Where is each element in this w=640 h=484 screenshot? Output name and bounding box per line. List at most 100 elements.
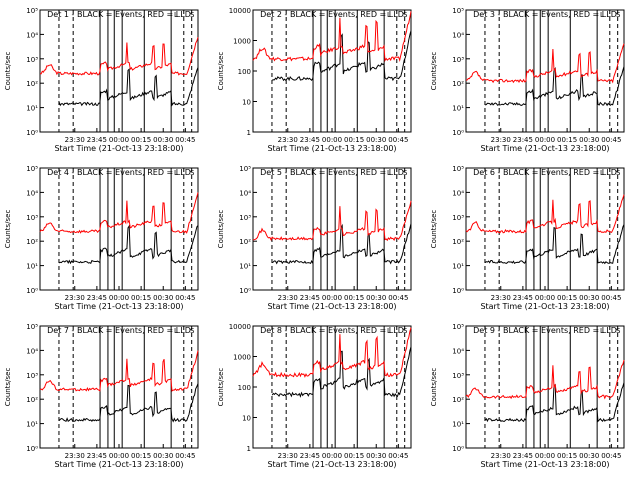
marker-label: S — [190, 327, 195, 335]
panel-title: Det 3 - BLACK = Events, RED = LLD — [473, 10, 617, 19]
x-tick-label: 00:00 — [535, 294, 555, 302]
x-tick-label: 00:15 — [131, 136, 151, 144]
y-tick-label: 10⁴ — [452, 31, 464, 39]
x-tick-label: 00:45 — [388, 136, 408, 144]
y-tick-label: 10⁵ — [26, 323, 38, 331]
plot-frame — [465, 167, 625, 291]
x-tick-label: 00:30 — [579, 294, 599, 302]
marker-label: S — [616, 11, 621, 19]
x-tick-label: 00:45 — [601, 452, 621, 460]
x-tick-label: 00:30 — [153, 136, 173, 144]
y-tick-label: 10000 — [229, 323, 251, 331]
plot-frame — [252, 9, 412, 133]
y-tick-label: 10⁵ — [452, 7, 464, 15]
marker-label: S — [403, 327, 408, 335]
y-tick-label: 10⁵ — [26, 165, 38, 173]
x-tick-label: 23:30 — [278, 136, 298, 144]
x-tick-label: 23:45 — [87, 294, 107, 302]
x-tick-label: 23:30 — [491, 294, 511, 302]
x-tick-label: 00:45 — [601, 136, 621, 144]
y-axis-label: Counts/sec — [4, 210, 12, 249]
x-tick-label: 00:15 — [344, 136, 364, 144]
y-tick-label: 1000 — [233, 38, 251, 46]
x-tick-label: 00:30 — [366, 294, 386, 302]
x-tick-label: 23:30 — [278, 452, 298, 460]
events-series-line — [58, 67, 199, 107]
y-tick-label: 10⁰ — [452, 129, 464, 137]
x-tick-label: 00:30 — [366, 452, 386, 460]
marker-label: L — [387, 169, 391, 177]
y-tick-label: 10² — [452, 80, 464, 88]
marker-label: S — [616, 327, 621, 335]
lld-series-line — [252, 11, 412, 63]
y-axis-label: Counts/sec — [430, 52, 438, 91]
y-tick-label: 10⁵ — [452, 165, 464, 173]
marker-label: S — [190, 169, 195, 177]
marker-label: L — [174, 11, 178, 19]
y-tick-label: 10⁰ — [452, 445, 464, 453]
x-tick-label: 23:45 — [513, 452, 533, 460]
y-tick-label: 10⁴ — [26, 31, 38, 39]
events-series-line — [484, 382, 625, 423]
panel-title: Det 9 - BLACK = Events, RED = LLD — [473, 326, 617, 335]
marker-label: S — [403, 11, 408, 19]
x-tick-label: 00:30 — [579, 136, 599, 144]
events-series-line — [271, 223, 412, 265]
marker-label: L — [600, 11, 604, 19]
panel-title: Det 7 - BLACK = Events, RED = LLD — [47, 326, 191, 335]
x-tick-label: 00:15 — [131, 452, 151, 460]
panel-title: Det 1 - BLACK = Events, RED = LLD — [47, 10, 191, 19]
x-tick-label: 00:45 — [175, 294, 195, 302]
y-tick-label: 10⁵ — [452, 323, 464, 331]
events-series-line — [484, 224, 625, 265]
panel-title: Det 2 - BLACK = Events, RED = LLD — [260, 10, 404, 19]
y-axis-label: Counts/sec — [430, 210, 438, 249]
y-tick-label: 10² — [26, 396, 38, 404]
events-series-line — [485, 66, 625, 107]
y-tick-label: 1000 — [233, 354, 251, 362]
x-tick-label: 23:30 — [491, 452, 511, 460]
lld-series-line — [465, 359, 625, 400]
x-tick-label: 00:15 — [131, 294, 151, 302]
y-tick-label: 10³ — [452, 214, 464, 222]
marker-label: S — [616, 169, 621, 177]
plot-frame — [465, 9, 625, 133]
y-tick-label: 10² — [452, 396, 464, 404]
lld-series-line — [39, 192, 199, 234]
plot-frame — [39, 325, 199, 449]
y-tick-label: 10¹ — [452, 263, 464, 271]
events-series-line — [271, 346, 412, 398]
x-tick-label: 00:00 — [535, 136, 555, 144]
x-tick-label: 00:00 — [322, 136, 342, 144]
marker-label: L — [387, 327, 391, 335]
panel-title: Det 8 - BLACK = Events, RED = LLD — [260, 326, 404, 335]
x-tick-label: 00:15 — [344, 452, 364, 460]
panel-title: Det 5 - BLACK = Events, RED = LLD — [260, 168, 404, 177]
x-tick-label: 23:45 — [87, 452, 107, 460]
x-tick-label: 00:30 — [153, 294, 173, 302]
x-axis-label: Start Time (21-Oct-13 23:18:00) — [267, 460, 396, 469]
y-axis-label: Counts/sec — [217, 368, 225, 407]
y-tick-label: 10⁰ — [26, 287, 38, 295]
x-tick-label: 00:00 — [322, 452, 342, 460]
y-tick-label: 10¹ — [26, 263, 38, 271]
x-tick-label: 00:30 — [153, 452, 173, 460]
y-axis-label: Counts/sec — [4, 52, 12, 91]
lld-series-line — [465, 194, 625, 234]
x-tick-label: 23:30 — [278, 294, 298, 302]
x-tick-label: 00:30 — [579, 452, 599, 460]
y-tick-label: 10 — [242, 99, 251, 107]
y-axis-label: Counts/sec — [217, 52, 225, 91]
marker-label: S — [190, 11, 195, 19]
lld-series-line — [465, 43, 625, 84]
lld-series-line — [39, 350, 199, 392]
lld-series-line — [252, 327, 412, 378]
y-axis-label: Counts/sec — [217, 210, 225, 249]
